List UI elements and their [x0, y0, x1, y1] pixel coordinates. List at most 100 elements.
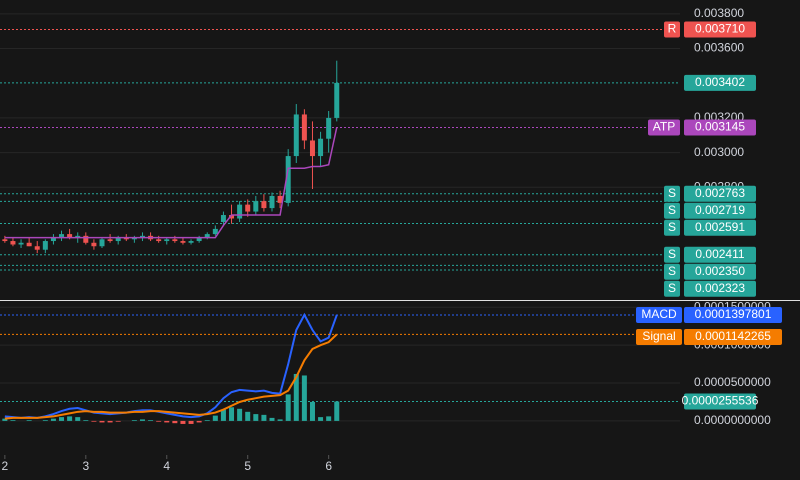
histogram-bar — [139, 419, 145, 421]
macd-line — [4, 333, 338, 420]
histogram-last-label-box — [684, 393, 756, 410]
histogram-bar — [131, 420, 137, 421]
candle-body — [334, 82, 340, 118]
x-tick-label: 3 — [82, 459, 89, 473]
histogram-bar — [245, 411, 251, 421]
candle-body — [285, 156, 291, 203]
candle-body — [26, 242, 32, 247]
y-tick-label: 0.003000 — [694, 145, 744, 159]
candle-body — [301, 114, 307, 141]
level-label-box — [684, 246, 756, 263]
histogram-bar — [237, 408, 243, 421]
histogram-bar — [309, 401, 315, 421]
level-label: 0.002411 — [695, 247, 744, 261]
histogram-bar — [301, 375, 307, 421]
candle-body — [309, 140, 315, 157]
level-tag-box — [648, 119, 680, 136]
level-tag-box — [664, 263, 680, 280]
histogram-bar — [42, 420, 48, 421]
level-label-box — [684, 21, 756, 38]
candle-body — [326, 117, 332, 139]
histogram-bar — [229, 407, 235, 421]
histogram-bar — [67, 416, 73, 421]
candle-body — [50, 237, 56, 242]
candle-body — [67, 234, 73, 238]
level-tag: S — [668, 203, 676, 217]
histogram-bar — [220, 409, 226, 421]
histogram-bar — [172, 420, 178, 424]
histogram-bar — [204, 420, 210, 421]
histogram-bar — [269, 417, 275, 421]
level-tag-box — [664, 246, 680, 263]
candle-body — [34, 246, 40, 250]
histogram-bar — [2, 418, 8, 421]
histogram-bar — [99, 420, 105, 423]
candle-body — [237, 204, 243, 219]
histogram-bar — [180, 420, 186, 424]
candle-body — [318, 138, 324, 157]
level-label-box — [684, 74, 756, 91]
y-tick-label: 0.003600 — [694, 41, 744, 55]
histogram-bar — [115, 420, 121, 422]
macd-last-label: 0.0001397801 — [695, 307, 772, 321]
candle-body — [261, 201, 267, 209]
atp-line — [4, 127, 338, 239]
candle-body — [139, 235, 145, 238]
level-tag-box — [664, 202, 680, 219]
macd-last-label: 0.0001142265 — [695, 329, 771, 343]
histogram-bar — [83, 420, 89, 421]
candle-body — [99, 239, 105, 247]
histogram-bar — [334, 401, 340, 421]
legend-tag-box — [636, 329, 682, 345]
level-label: 0.003402 — [695, 75, 745, 89]
candle-body — [123, 237, 129, 240]
x-tick-label: 5 — [244, 459, 251, 473]
level-tag: S — [668, 186, 676, 200]
candle-body — [91, 242, 97, 247]
candle-body — [245, 204, 251, 212]
histogram-bar — [277, 419, 283, 421]
histogram-bar — [50, 418, 56, 421]
candle-body — [220, 215, 226, 222]
level-tag-box — [664, 185, 680, 202]
histogram-bar — [164, 420, 170, 423]
candle-body — [115, 237, 121, 242]
candle-body — [10, 241, 16, 245]
level-tag-box — [664, 21, 680, 38]
candle-body — [293, 114, 299, 157]
histogram-bar — [148, 420, 154, 421]
candle-body — [2, 239, 8, 242]
candle-body — [188, 241, 194, 243]
y-tick-label: 0.0000000000 — [694, 413, 771, 427]
candle-body — [229, 215, 235, 219]
histogram-bar — [75, 417, 81, 421]
level-label-box — [684, 119, 756, 136]
histogram-bar — [326, 416, 332, 421]
macd-last-label-box — [684, 307, 782, 324]
level-label: 0.002591 — [695, 220, 745, 234]
histogram-bar — [196, 420, 202, 423]
level-label: 0.003710 — [695, 22, 745, 36]
histogram-bar — [212, 415, 218, 421]
legend-tag-box — [636, 307, 682, 324]
candle-body — [180, 241, 186, 243]
candle-body — [156, 239, 162, 242]
macd-line — [4, 312, 338, 419]
level-label-box — [684, 202, 756, 219]
level-tag: S — [668, 247, 676, 261]
histogram-bar — [156, 420, 162, 422]
level-label: 0.002763 — [695, 186, 745, 200]
level-tag-box — [664, 219, 680, 236]
candle-body — [42, 241, 48, 250]
level-tag: R — [668, 22, 677, 36]
histogram-bar — [26, 420, 32, 421]
histogram-bar — [10, 420, 16, 421]
histogram-bar — [59, 417, 65, 421]
candle-body — [212, 228, 218, 235]
x-tick-label: 2 — [2, 459, 9, 473]
level-label-box — [684, 219, 756, 236]
y-tick-label: 0.0000500000 — [694, 375, 771, 389]
histogram-bar — [188, 420, 194, 424]
candle-body — [131, 237, 137, 240]
